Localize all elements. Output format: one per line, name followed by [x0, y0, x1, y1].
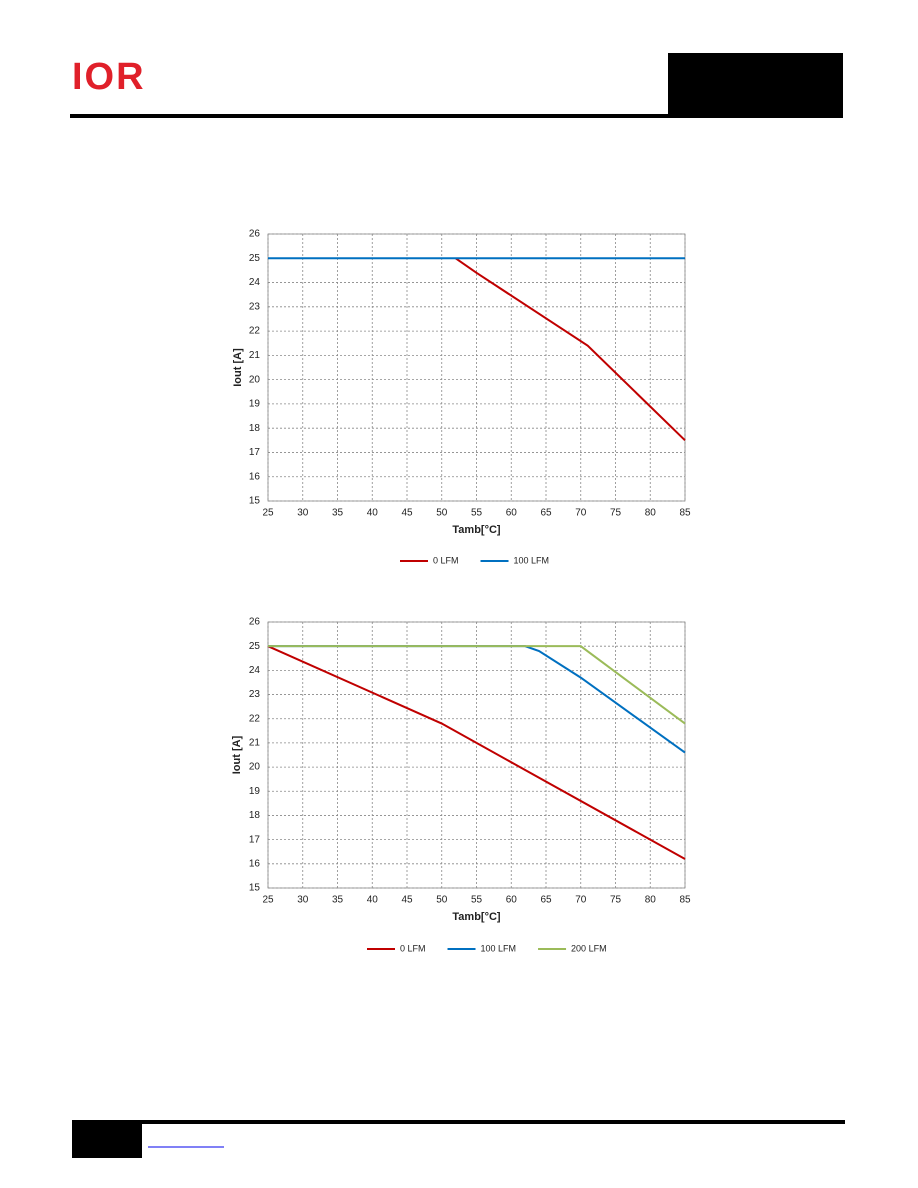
- x-tick-label: 55: [471, 895, 483, 906]
- legend-label: 100 LFM: [481, 943, 517, 953]
- legend-label: 200 LFM: [571, 943, 607, 953]
- x-tick-label: 35: [332, 508, 344, 519]
- y-tick-label: 17: [249, 447, 261, 458]
- y-tick-label: 15: [249, 496, 261, 507]
- x-tick-label: 60: [506, 508, 518, 519]
- x-tick-label: 60: [506, 895, 518, 906]
- footer-rule: [72, 1120, 845, 1124]
- x-tick-label: 30: [297, 508, 309, 519]
- y-tick-label: 25: [249, 253, 261, 264]
- y-tick-label: 22: [249, 713, 261, 724]
- y-tick-label: 16: [249, 858, 261, 869]
- y-tick-label: 23: [249, 301, 261, 312]
- legend-label: 100 LFM: [514, 555, 550, 565]
- x-tick-label: 25: [262, 508, 274, 519]
- x-tick-label: 25: [262, 895, 274, 906]
- x-tick-label: 35: [332, 895, 344, 906]
- legend-label: 0 LFM: [400, 943, 426, 953]
- x-tick-label: 45: [401, 508, 413, 519]
- x-tick-label: 70: [575, 508, 587, 519]
- series-line: [267, 645, 686, 860]
- y-tick-label: 20: [249, 762, 261, 773]
- x-tick-label: 80: [645, 895, 657, 906]
- x-tick-label: 50: [436, 895, 448, 906]
- x-tick-label: 65: [540, 895, 552, 906]
- series-line: [455, 257, 686, 442]
- x-tick-label: 75: [610, 508, 622, 519]
- y-tick-label: 17: [249, 834, 261, 845]
- x-tick-label: 85: [679, 508, 691, 519]
- x-tick-label: 80: [645, 508, 657, 519]
- plot-frame: [267, 233, 686, 502]
- header-box: [668, 53, 843, 115]
- footer-box: [72, 1124, 142, 1158]
- series-line: [268, 645, 686, 725]
- y-tick-label: 23: [249, 689, 261, 700]
- x-tick-label: 65: [540, 508, 552, 519]
- y-tick-label: 15: [249, 883, 261, 894]
- y-tick-label: 26: [249, 617, 261, 628]
- x-tick-label: 55: [471, 508, 483, 519]
- header-rule: [70, 114, 843, 118]
- x-axis-title: Tamb[°C]: [452, 911, 501, 923]
- y-tick-label: 21: [249, 350, 261, 361]
- y-tick-label: 16: [249, 471, 261, 482]
- logo: IOR: [72, 56, 146, 98]
- y-axis-title: Iout [A]: [231, 735, 243, 774]
- y-tick-label: 18: [249, 423, 261, 434]
- y-tick-label: 25: [249, 641, 261, 652]
- y-axis-title: Iout [A]: [232, 348, 244, 387]
- y-tick-label: 18: [249, 810, 261, 821]
- x-tick-label: 50: [436, 508, 448, 519]
- y-tick-label: 21: [249, 738, 261, 749]
- legend-label: 0 LFM: [433, 555, 459, 565]
- y-tick-label: 19: [249, 399, 261, 410]
- x-tick-label: 45: [401, 895, 413, 906]
- x-tick-label: 40: [367, 508, 379, 519]
- y-tick-label: 22: [249, 326, 261, 337]
- x-tick-label: 70: [575, 895, 587, 906]
- y-tick-label: 24: [249, 277, 261, 288]
- x-axis-title: Tamb[°C]: [452, 524, 501, 536]
- y-tick-label: 20: [249, 374, 261, 385]
- x-tick-label: 30: [297, 895, 309, 906]
- x-tick-label: 85: [679, 895, 691, 906]
- plot-frame: [267, 621, 686, 889]
- y-tick-label: 26: [249, 229, 261, 240]
- y-tick-label: 24: [249, 665, 261, 676]
- x-tick-label: 75: [610, 895, 622, 906]
- y-tick-label: 19: [249, 786, 261, 797]
- x-tick-label: 40: [367, 895, 379, 906]
